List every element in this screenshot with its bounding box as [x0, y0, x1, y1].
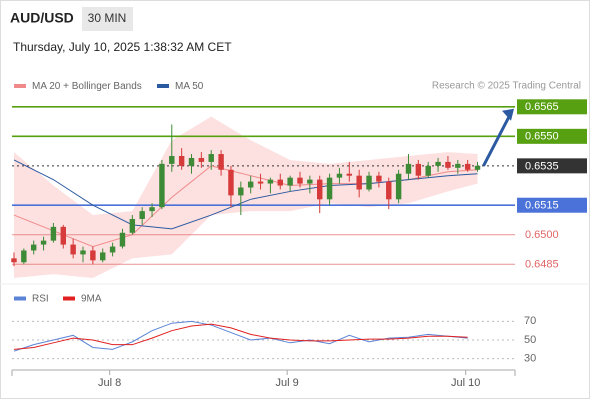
candle-body: [178, 156, 185, 166]
candle-body: [198, 157, 205, 162]
level-box: [517, 99, 587, 115]
timeframe: 30 MIN: [88, 11, 127, 25]
candle-body: [159, 163, 165, 208]
candle-body: [445, 161, 451, 168]
candle-body: [119, 232, 126, 247]
candle-body: [238, 187, 244, 196]
legend-label: MA 50: [175, 81, 204, 92]
candle-body: [40, 240, 47, 245]
legend-label: RSI: [32, 294, 49, 305]
candle-body: [169, 156, 175, 164]
candle-body: [257, 181, 264, 184]
level-label: 0.6565: [525, 101, 559, 113]
candle-body: [149, 207, 155, 212]
candle-body: [100, 252, 106, 261]
indicator-line: [13, 320, 468, 352]
candle-body: [405, 163, 412, 174]
candle-body: [208, 154, 214, 162]
legend-swatch: [14, 296, 26, 301]
candle-body: [317, 179, 323, 200]
y-tick-label: 30: [524, 353, 536, 365]
candle-body: [356, 175, 362, 190]
candle-body: [307, 179, 313, 184]
level-label: 0.6535: [525, 160, 559, 172]
price-chart: MA 20 + Bollinger Bands MA 50 0.6565 0.6550…: [11, 81, 587, 389]
indicator-line: [13, 323, 468, 350]
bollinger-band: [13, 116, 478, 279]
y-tick-label: 70: [524, 315, 536, 327]
level-label: 0.6550: [525, 131, 559, 143]
level-label: 0.6485: [525, 259, 559, 271]
candle-body: [247, 181, 254, 188]
source: Research © 2025 Trading Central: [432, 81, 581, 92]
candle-body: [386, 181, 392, 200]
candle-body: [188, 157, 195, 166]
timeframe-badge: [82, 7, 133, 31]
candle-body: [60, 226, 66, 245]
legend-label: MA 20 + Bollinger Bands: [32, 81, 142, 92]
candle-body: [50, 226, 57, 241]
y-tick-label: 50: [524, 334, 536, 346]
candle-body: [326, 177, 333, 200]
candle-body: [129, 218, 136, 233]
candle-body: [109, 246, 116, 253]
level-label: 0.6515: [525, 200, 559, 212]
candle-body: [11, 258, 17, 263]
candle-body: [139, 211, 145, 219]
datetime: Thursday, July 10, 2025 1:38:32 AM CET: [13, 40, 232, 54]
level-box: [517, 128, 587, 144]
candle-body: [425, 165, 431, 176]
candle-body: [80, 250, 86, 255]
symbol: AUD/USD: [10, 10, 74, 26]
candle-body: [415, 163, 422, 176]
candle-body: [376, 175, 382, 182]
candle-body: [70, 244, 76, 255]
forecast-arrow: [482, 114, 512, 167]
legend-swatch: [63, 296, 75, 301]
candle-body: [228, 169, 234, 196]
candle-body: [366, 175, 372, 190]
candle-body: [474, 165, 481, 170]
candle-body: [395, 173, 402, 200]
candle-body: [464, 163, 471, 170]
candle-body: [297, 177, 303, 184]
x-tick-label: Jul 10: [451, 377, 480, 389]
x-tick-label: Jul 9: [276, 377, 299, 389]
level-box: [517, 158, 587, 174]
candle-body: [287, 177, 293, 186]
legend-swatch: [14, 84, 26, 88]
arrow-head: [502, 108, 514, 121]
candle-body: [336, 173, 343, 178]
level-label: 0.6500: [525, 229, 559, 241]
candle-body: [455, 163, 461, 168]
candle-body: [218, 154, 224, 170]
candle-body: [30, 244, 37, 251]
candle-body: [346, 173, 353, 176]
legend-label: 9MA: [81, 294, 102, 305]
level-box: [517, 197, 587, 213]
candle-body: [90, 250, 96, 261]
candle-body: [21, 250, 27, 263]
x-tick-label: Jul 8: [98, 377, 121, 389]
candle-body: [435, 161, 441, 166]
legend-swatch: [157, 84, 169, 88]
candle-body: [267, 179, 274, 184]
candle-body: [277, 179, 283, 186]
rsi-chart: RSI 9MA 30 50 70: [12, 294, 536, 365]
